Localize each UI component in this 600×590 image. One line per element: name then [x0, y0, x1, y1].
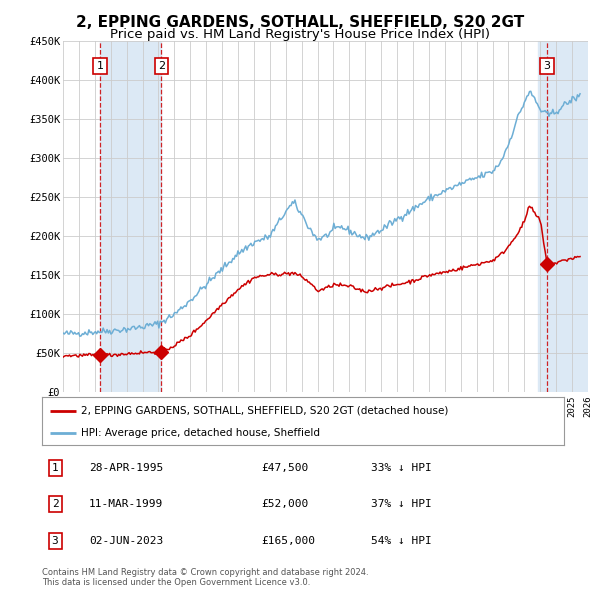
Text: 54% ↓ HPI: 54% ↓ HPI	[371, 536, 431, 546]
Text: 2, EPPING GARDENS, SOTHALL, SHEFFIELD, S20 2GT: 2, EPPING GARDENS, SOTHALL, SHEFFIELD, S…	[76, 15, 524, 30]
Text: 02-JUN-2023: 02-JUN-2023	[89, 536, 163, 546]
Text: 37% ↓ HPI: 37% ↓ HPI	[371, 499, 431, 509]
Text: 33% ↓ HPI: 33% ↓ HPI	[371, 463, 431, 473]
Bar	[63, 41, 100, 392]
Bar	[547, 41, 588, 392]
Text: 2, EPPING GARDENS, SOTHALL, SHEFFIELD, S20 2GT (detached house): 2, EPPING GARDENS, SOTHALL, SHEFFIELD, S…	[81, 405, 449, 415]
Text: Price paid vs. HM Land Registry's House Price Index (HPI): Price paid vs. HM Land Registry's House …	[110, 28, 490, 41]
Text: 3: 3	[52, 536, 58, 546]
Text: 2: 2	[158, 61, 165, 71]
Text: 28-APR-1995: 28-APR-1995	[89, 463, 163, 473]
Text: 1: 1	[97, 61, 103, 71]
Text: 1: 1	[52, 463, 58, 473]
Text: £165,000: £165,000	[261, 536, 315, 546]
Text: £47,500: £47,500	[261, 463, 308, 473]
Text: HPI: Average price, detached house, Sheffield: HPI: Average price, detached house, Shef…	[81, 428, 320, 438]
Text: 11-MAR-1999: 11-MAR-1999	[89, 499, 163, 509]
Text: Contains HM Land Registry data © Crown copyright and database right 2024.
This d: Contains HM Land Registry data © Crown c…	[42, 568, 368, 587]
Text: 3: 3	[544, 61, 550, 71]
Bar	[538, 41, 588, 392]
Text: £52,000: £52,000	[261, 499, 308, 509]
Text: 2: 2	[52, 499, 58, 509]
Bar	[100, 41, 161, 392]
Bar	[161, 41, 547, 392]
